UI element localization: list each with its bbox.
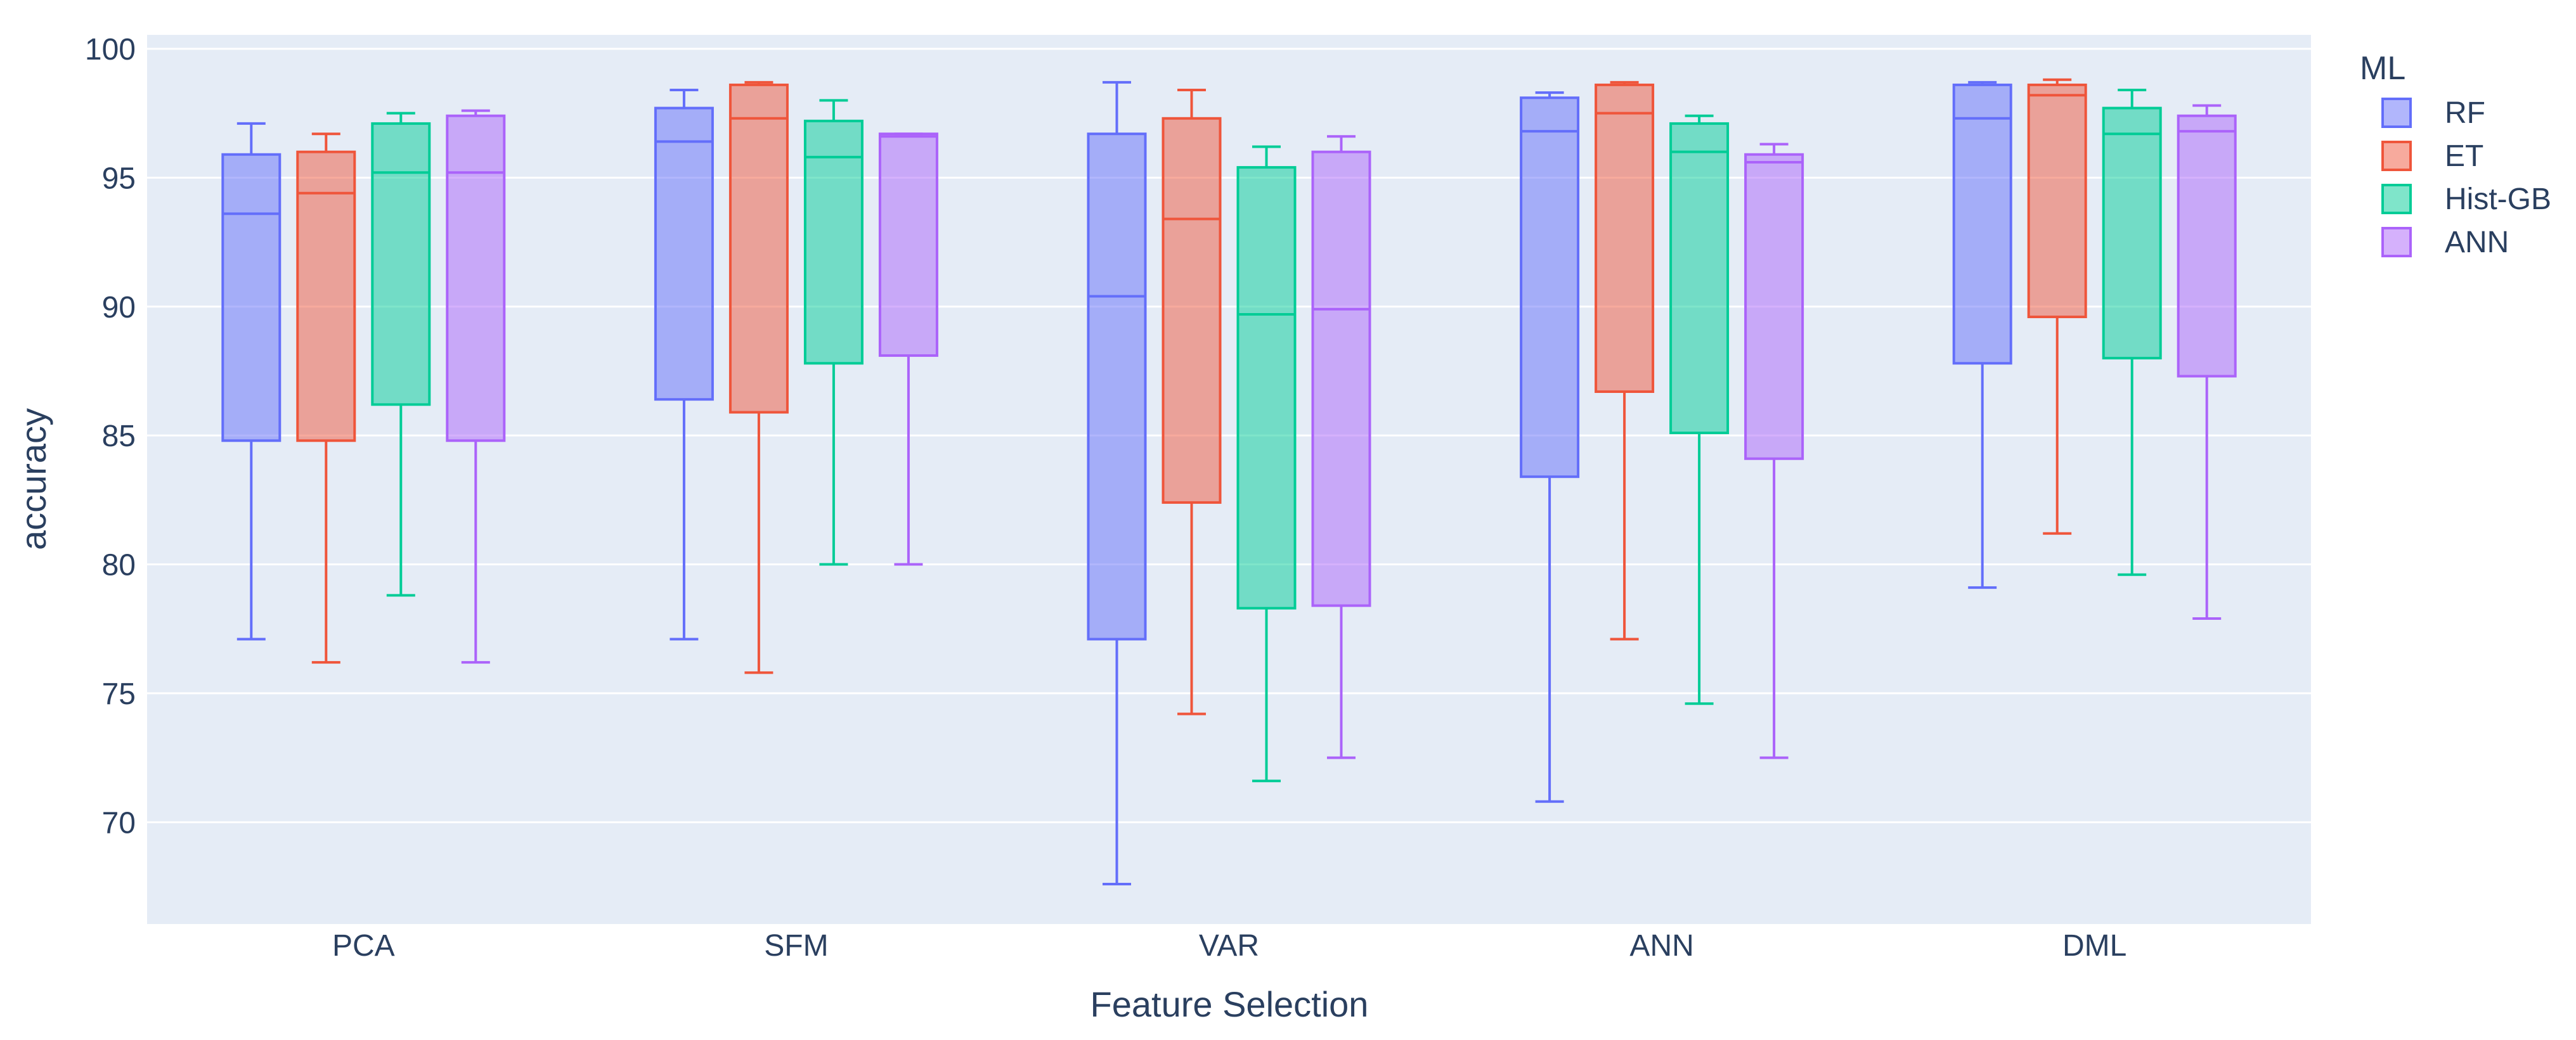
x-tick-SFM: SFM [764,929,828,963]
legend-entry-Hist-GB[interactable]: Hist-GB [2360,177,2551,221]
box-DML-ET[interactable] [2027,78,2087,535]
legend: ML RF ET Hist-GB ANN [2360,49,2551,264]
iqr-box [1236,166,1297,610]
iqr-box [221,153,282,442]
whisker [236,122,266,641]
whisker [1327,135,1356,759]
iqr-box [728,83,789,414]
whisker [1685,114,1714,705]
box-VAR-RF[interactable] [1087,80,1147,885]
x-tick-VAR: VAR [1199,929,1259,963]
legend-entry-label: ANN [2445,225,2509,259]
iqr-box [2102,106,2162,360]
x-tick-DML: DML [2062,929,2126,963]
iqr-box [1669,122,1730,435]
y-tick-80: 80 [102,549,136,582]
iqr-box [1162,117,1222,504]
box-PCA-ET[interactable] [296,132,356,664]
iqr-box [1520,96,1580,478]
box-PCA-Hist-GB[interactable] [371,112,431,597]
box-ANN-Hist-GB[interactable] [1669,114,1730,705]
legend-title: ML [2360,50,2406,87]
legend-entry-ET[interactable]: ET [2360,134,2551,177]
legend-entry-label: Hist-GB [2445,182,2551,216]
x-axis-title: Feature Selection [1091,984,1369,1024]
iqr-box [1952,83,2012,365]
legend-swatch-icon [2381,141,2412,171]
box-SFM-Hist-GB[interactable] [803,99,864,566]
x-tick-ANN: ANN [1629,929,1693,963]
whisker [386,112,415,597]
iqr-box [446,114,506,442]
iqr-box [2177,114,2237,378]
y-tick-95: 95 [102,162,136,195]
y-tick-75: 75 [102,677,136,711]
box-SFM-ET[interactable] [728,80,789,674]
whisker [1968,80,1997,589]
box-PCA-ANN[interactable] [446,109,506,664]
y-tick-100: 100 [85,33,136,67]
whisker [2192,104,2222,620]
whisker [1535,91,1564,803]
iqr-box [1744,153,1804,460]
legend-entry-ANN[interactable]: ANN [2360,221,2551,264]
whisker [1759,143,1789,759]
iqr-box [654,106,714,401]
box-DML-ANN[interactable] [2177,104,2237,620]
box-ANN-ANN[interactable] [1744,143,1804,759]
box-DML-Hist-GB[interactable] [2102,89,2162,576]
box-VAR-ET[interactable] [1162,89,1222,716]
whisker [819,99,848,566]
legend-swatch-icon [2381,184,2412,214]
iqr-box [296,150,356,442]
legend-swatch-icon [2381,227,2412,257]
box-ANN-RF[interactable] [1520,91,1580,803]
y-axis-title: accuracy [13,408,53,550]
y-tick-90: 90 [102,291,136,324]
legend-entry-RF[interactable]: RF [2360,91,2551,134]
whisker [2118,89,2147,576]
box-ANN-ET[interactable] [1595,80,1655,641]
box-DML-RF[interactable] [1952,80,2012,589]
iqr-box [1595,83,1655,393]
whisker [670,89,699,641]
whisker [461,109,490,664]
y-tick-70: 70 [102,806,136,840]
iqr-box [878,132,938,357]
box-SFM-RF[interactable] [654,89,714,641]
x-tick-PCA: PCA [332,929,395,963]
plot-background [147,35,2311,924]
iqr-box [1311,150,1371,607]
iqr-box [2027,83,2087,319]
box-PCA-RF[interactable] [221,122,282,641]
whisker [1610,80,1639,641]
box-VAR-ANN[interactable] [1311,135,1371,759]
iqr-box [371,122,431,406]
legend-swatch-icon [2381,98,2412,128]
box-SFM-ANN[interactable] [878,132,938,566]
whisker [744,80,773,674]
iqr-box [803,119,864,365]
legend-entry-label: ET [2445,139,2484,173]
whisker [1103,80,1131,885]
y-tick-85: 85 [102,420,136,453]
whisker [311,132,340,664]
whisker [1252,145,1281,783]
iqr-box [1087,132,1147,641]
whisker [1177,89,1206,716]
box-VAR-Hist-GB[interactable] [1236,145,1297,783]
legend-entries: RF ET Hist-GB ANN [2360,91,2551,264]
whisker [2043,78,2072,535]
legend-entry-label: RF [2445,96,2485,130]
whisker [894,132,923,566]
